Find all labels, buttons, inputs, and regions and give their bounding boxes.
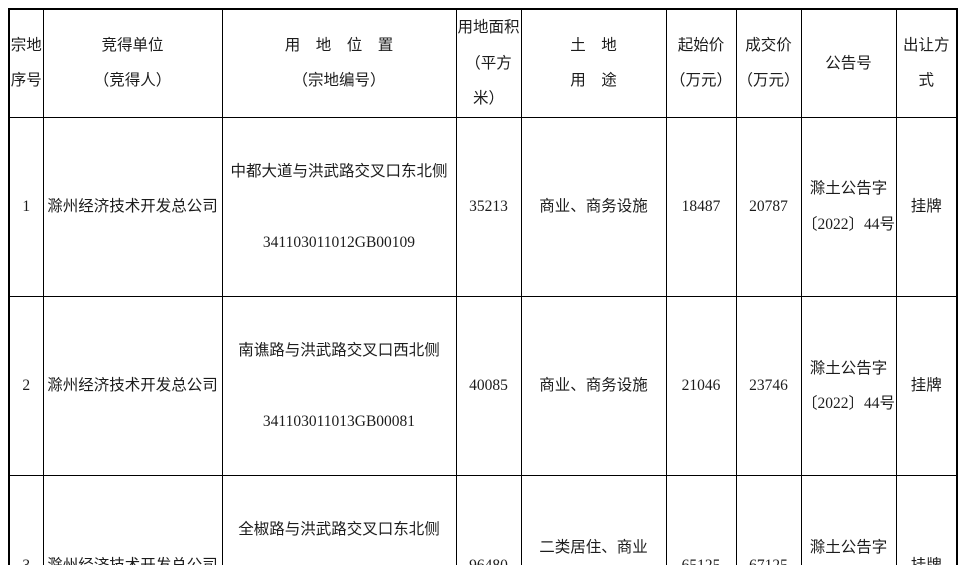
land-use-value: 二类居住、商业 （商业≤10%） [520,475,667,565]
table-header: 宗地 序号 竞得单位 （竞得人） 用 地 位 置 （宗地编号） 用地面积 （平方… [8,8,958,118]
table-row: 1 滁州经济技术开发总公司 中都大道与洪武路交叉口东北侧 34110301101… [8,116,958,298]
table-row: 2 滁州经济技术开发总公司 南谯路与洪武路交叉口西北侧 341103011013… [8,296,958,477]
notice-no-value: 滁土公告字 〔2022〕44号 [800,296,897,477]
start-price-value: 21046 [665,296,737,477]
table-row: 3 滁州经济技术开发总公司 全椒路与洪武路交叉口东北侧 341103011012… [8,475,958,565]
land-use-value: 商业、商务设施 [520,296,667,477]
land-use-value: 商业、商务设施 [520,116,667,298]
deal-price-value: 23746 [735,296,802,477]
location-cell: 全椒路与洪武路交叉口东北侧 341103011012GB00110 [221,475,457,565]
plot-no-value: 2 [8,296,44,477]
start-price-value: 18487 [665,116,737,298]
method-value: 挂牌 [895,296,958,477]
plot-no-value: 1 [8,116,44,298]
col-header-notice-no: 公告号 [800,8,897,118]
start-price-value: 65125 [665,475,737,565]
method-value: 挂牌 [895,475,958,565]
location-value: 中都大道与洪武路交叉口东北侧 [230,162,448,180]
col-header-plot-no: 宗地 序号 [8,8,44,118]
area-value: 40085 [455,296,522,477]
deal-price-value: 20787 [735,116,802,298]
winner-value: 滁州经济技术开发总公司 [42,296,223,477]
parcel-code-value: 341103011012GB00109 [262,233,416,251]
area-value: 96480 [455,475,522,565]
table-body: 1 滁州经济技术开发总公司 中都大道与洪武路交叉口东北侧 34110301101… [8,116,958,565]
plot-no-value: 3 [8,475,44,565]
area-value: 35213 [455,116,522,298]
winner-value: 滁州经济技术开发总公司 [42,475,223,565]
notice-no-value: 滁土公告字 〔2022〕44号 [800,475,897,565]
land-transaction-table: 宗地 序号 竞得单位 （竞得人） 用 地 位 置 （宗地编号） 用地面积 （平方… [8,8,958,565]
location-value: 南谯路与洪武路交叉口西北侧 [238,341,440,359]
location-cell: 南谯路与洪武路交叉口西北侧 341103011013GB00081 [221,296,457,477]
col-header-method: 出让方 式 [895,8,958,118]
col-header-location: 用 地 位 置 （宗地编号） [221,8,457,118]
col-header-land-use: 土 地 用 途 [520,8,667,118]
col-header-deal-price: 成交价 （万元） [735,8,802,118]
location-value: 全椒路与洪武路交叉口东北侧 [238,520,440,538]
col-header-start-price: 起始价 （万元） [665,8,737,118]
method-value: 挂牌 [895,116,958,298]
col-header-area: 用地面积 （平方 米） [455,8,522,118]
winner-value: 滁州经济技术开发总公司 [42,116,223,298]
parcel-code-value: 341103011013GB00081 [262,413,416,431]
col-header-winner: 竞得单位 （竞得人） [42,8,223,118]
deal-price-value: 67125 [735,475,802,565]
header-row: 宗地 序号 竞得单位 （竞得人） 用 地 位 置 （宗地编号） 用地面积 （平方… [8,8,958,118]
location-cell: 中都大道与洪武路交叉口东北侧 341103011012GB00109 [221,116,457,298]
notice-no-value: 滁土公告字 〔2022〕44号 [800,116,897,298]
